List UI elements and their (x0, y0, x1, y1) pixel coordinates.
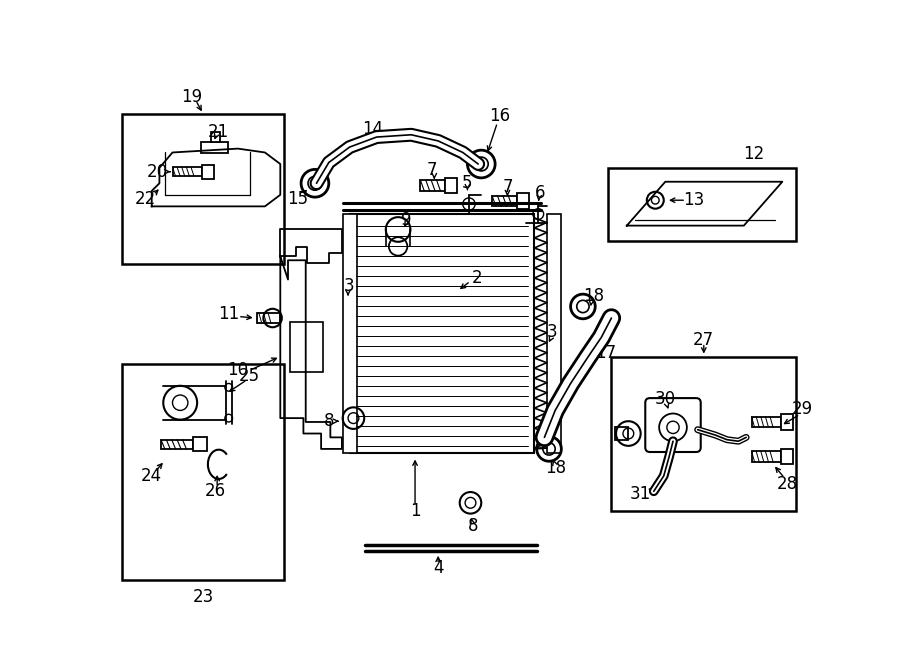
Text: 31: 31 (630, 485, 652, 502)
Text: 16: 16 (490, 107, 510, 126)
Text: 5: 5 (463, 175, 473, 192)
Text: 22: 22 (135, 190, 157, 208)
Text: 3: 3 (547, 323, 557, 341)
Bar (611, 356, 796, 510)
Text: 8: 8 (324, 412, 334, 430)
Bar (752, 451, 781, 462)
Bar (781, 449, 793, 464)
Bar (161, 440, 194, 449)
Bar (211, 132, 220, 143)
Bar (194, 438, 207, 451)
Text: 26: 26 (204, 483, 225, 500)
Text: 4: 4 (433, 559, 444, 577)
Bar (608, 168, 796, 241)
Text: 9: 9 (400, 212, 411, 229)
Text: 30: 30 (654, 390, 676, 408)
Bar (752, 416, 781, 428)
Text: 15: 15 (287, 190, 309, 208)
Text: 23: 23 (193, 588, 214, 605)
Text: 18: 18 (544, 459, 566, 477)
Text: 10: 10 (228, 362, 248, 379)
Text: 24: 24 (141, 467, 162, 485)
Bar (122, 114, 284, 264)
Bar (781, 414, 793, 430)
Bar (122, 364, 284, 580)
Text: 8: 8 (468, 517, 478, 535)
FancyBboxPatch shape (645, 398, 701, 452)
Bar (420, 180, 446, 191)
Text: 21: 21 (208, 123, 230, 141)
Text: 3: 3 (344, 277, 354, 295)
Text: 13: 13 (683, 191, 705, 210)
Text: 18: 18 (583, 288, 604, 305)
Bar (492, 196, 517, 206)
Text: 2: 2 (472, 269, 482, 287)
Bar (201, 143, 228, 153)
Text: 14: 14 (362, 120, 383, 138)
Text: 20: 20 (147, 163, 167, 180)
Bar (546, 214, 561, 453)
Text: 27: 27 (693, 330, 715, 348)
Text: 6: 6 (535, 184, 545, 202)
Text: 19: 19 (181, 88, 202, 106)
Text: 28: 28 (777, 475, 797, 492)
Text: 1: 1 (410, 502, 420, 520)
Text: 7: 7 (502, 178, 513, 196)
Bar (343, 214, 356, 453)
Bar (616, 428, 628, 440)
Bar (291, 322, 322, 372)
Bar (349, 214, 535, 453)
Bar (173, 167, 202, 176)
Text: 25: 25 (238, 367, 260, 385)
Bar (446, 178, 457, 193)
Bar (202, 165, 214, 178)
Text: 12: 12 (743, 145, 764, 163)
Text: 17: 17 (596, 344, 617, 362)
Bar (257, 313, 280, 323)
Bar (517, 193, 529, 209)
Text: 29: 29 (792, 400, 813, 418)
Text: 7: 7 (427, 161, 437, 179)
Text: 11: 11 (218, 305, 239, 323)
